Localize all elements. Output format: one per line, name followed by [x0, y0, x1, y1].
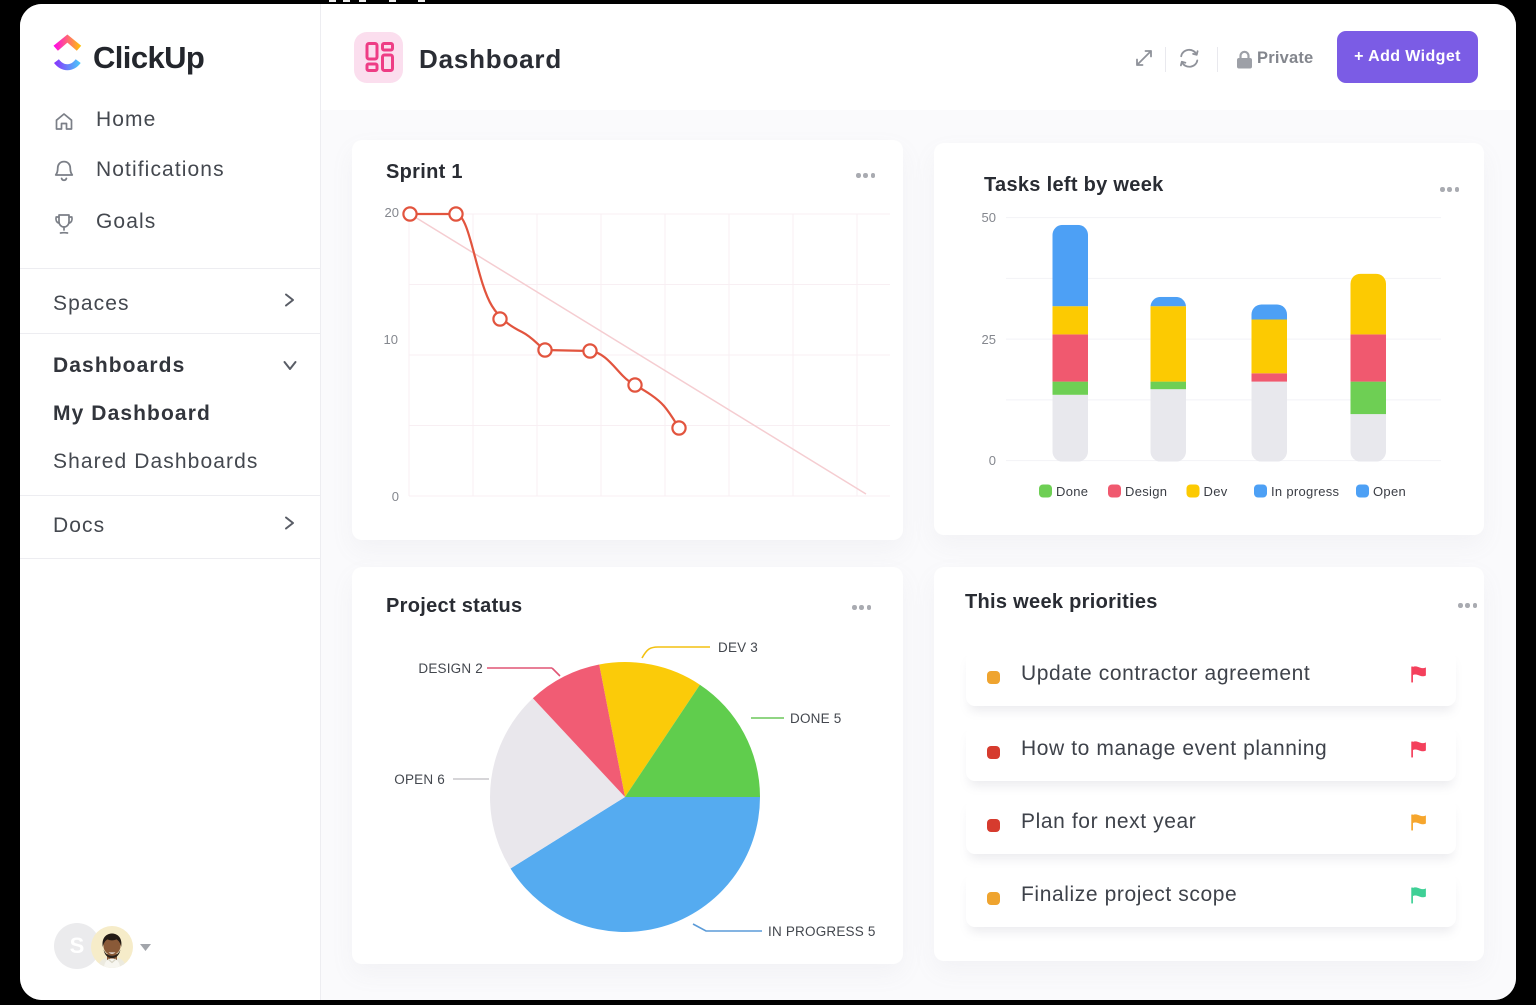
svg-text:DONE 5: DONE 5	[790, 711, 841, 726]
svg-text:Open: Open	[1373, 484, 1406, 499]
svg-text:DESIGN 2: DESIGN 2	[418, 661, 483, 676]
svg-text:20: 20	[385, 205, 399, 220]
svg-text:10: 10	[384, 332, 398, 347]
svg-text:50: 50	[982, 210, 996, 225]
svg-text:DEV 3: DEV 3	[718, 640, 758, 655]
svg-text:Done: Done	[1056, 484, 1088, 499]
svg-text:In progress: In progress	[1271, 484, 1340, 499]
svg-text:Design: Design	[1125, 484, 1167, 499]
svg-text:0: 0	[392, 489, 399, 504]
svg-text:25: 25	[982, 332, 996, 347]
svg-text:OPEN 6: OPEN 6	[394, 772, 445, 787]
svg-text:0: 0	[989, 453, 996, 468]
svg-text:Dev: Dev	[1204, 484, 1228, 499]
svg-text:IN PROGRESS 5: IN PROGRESS 5	[768, 924, 876, 939]
